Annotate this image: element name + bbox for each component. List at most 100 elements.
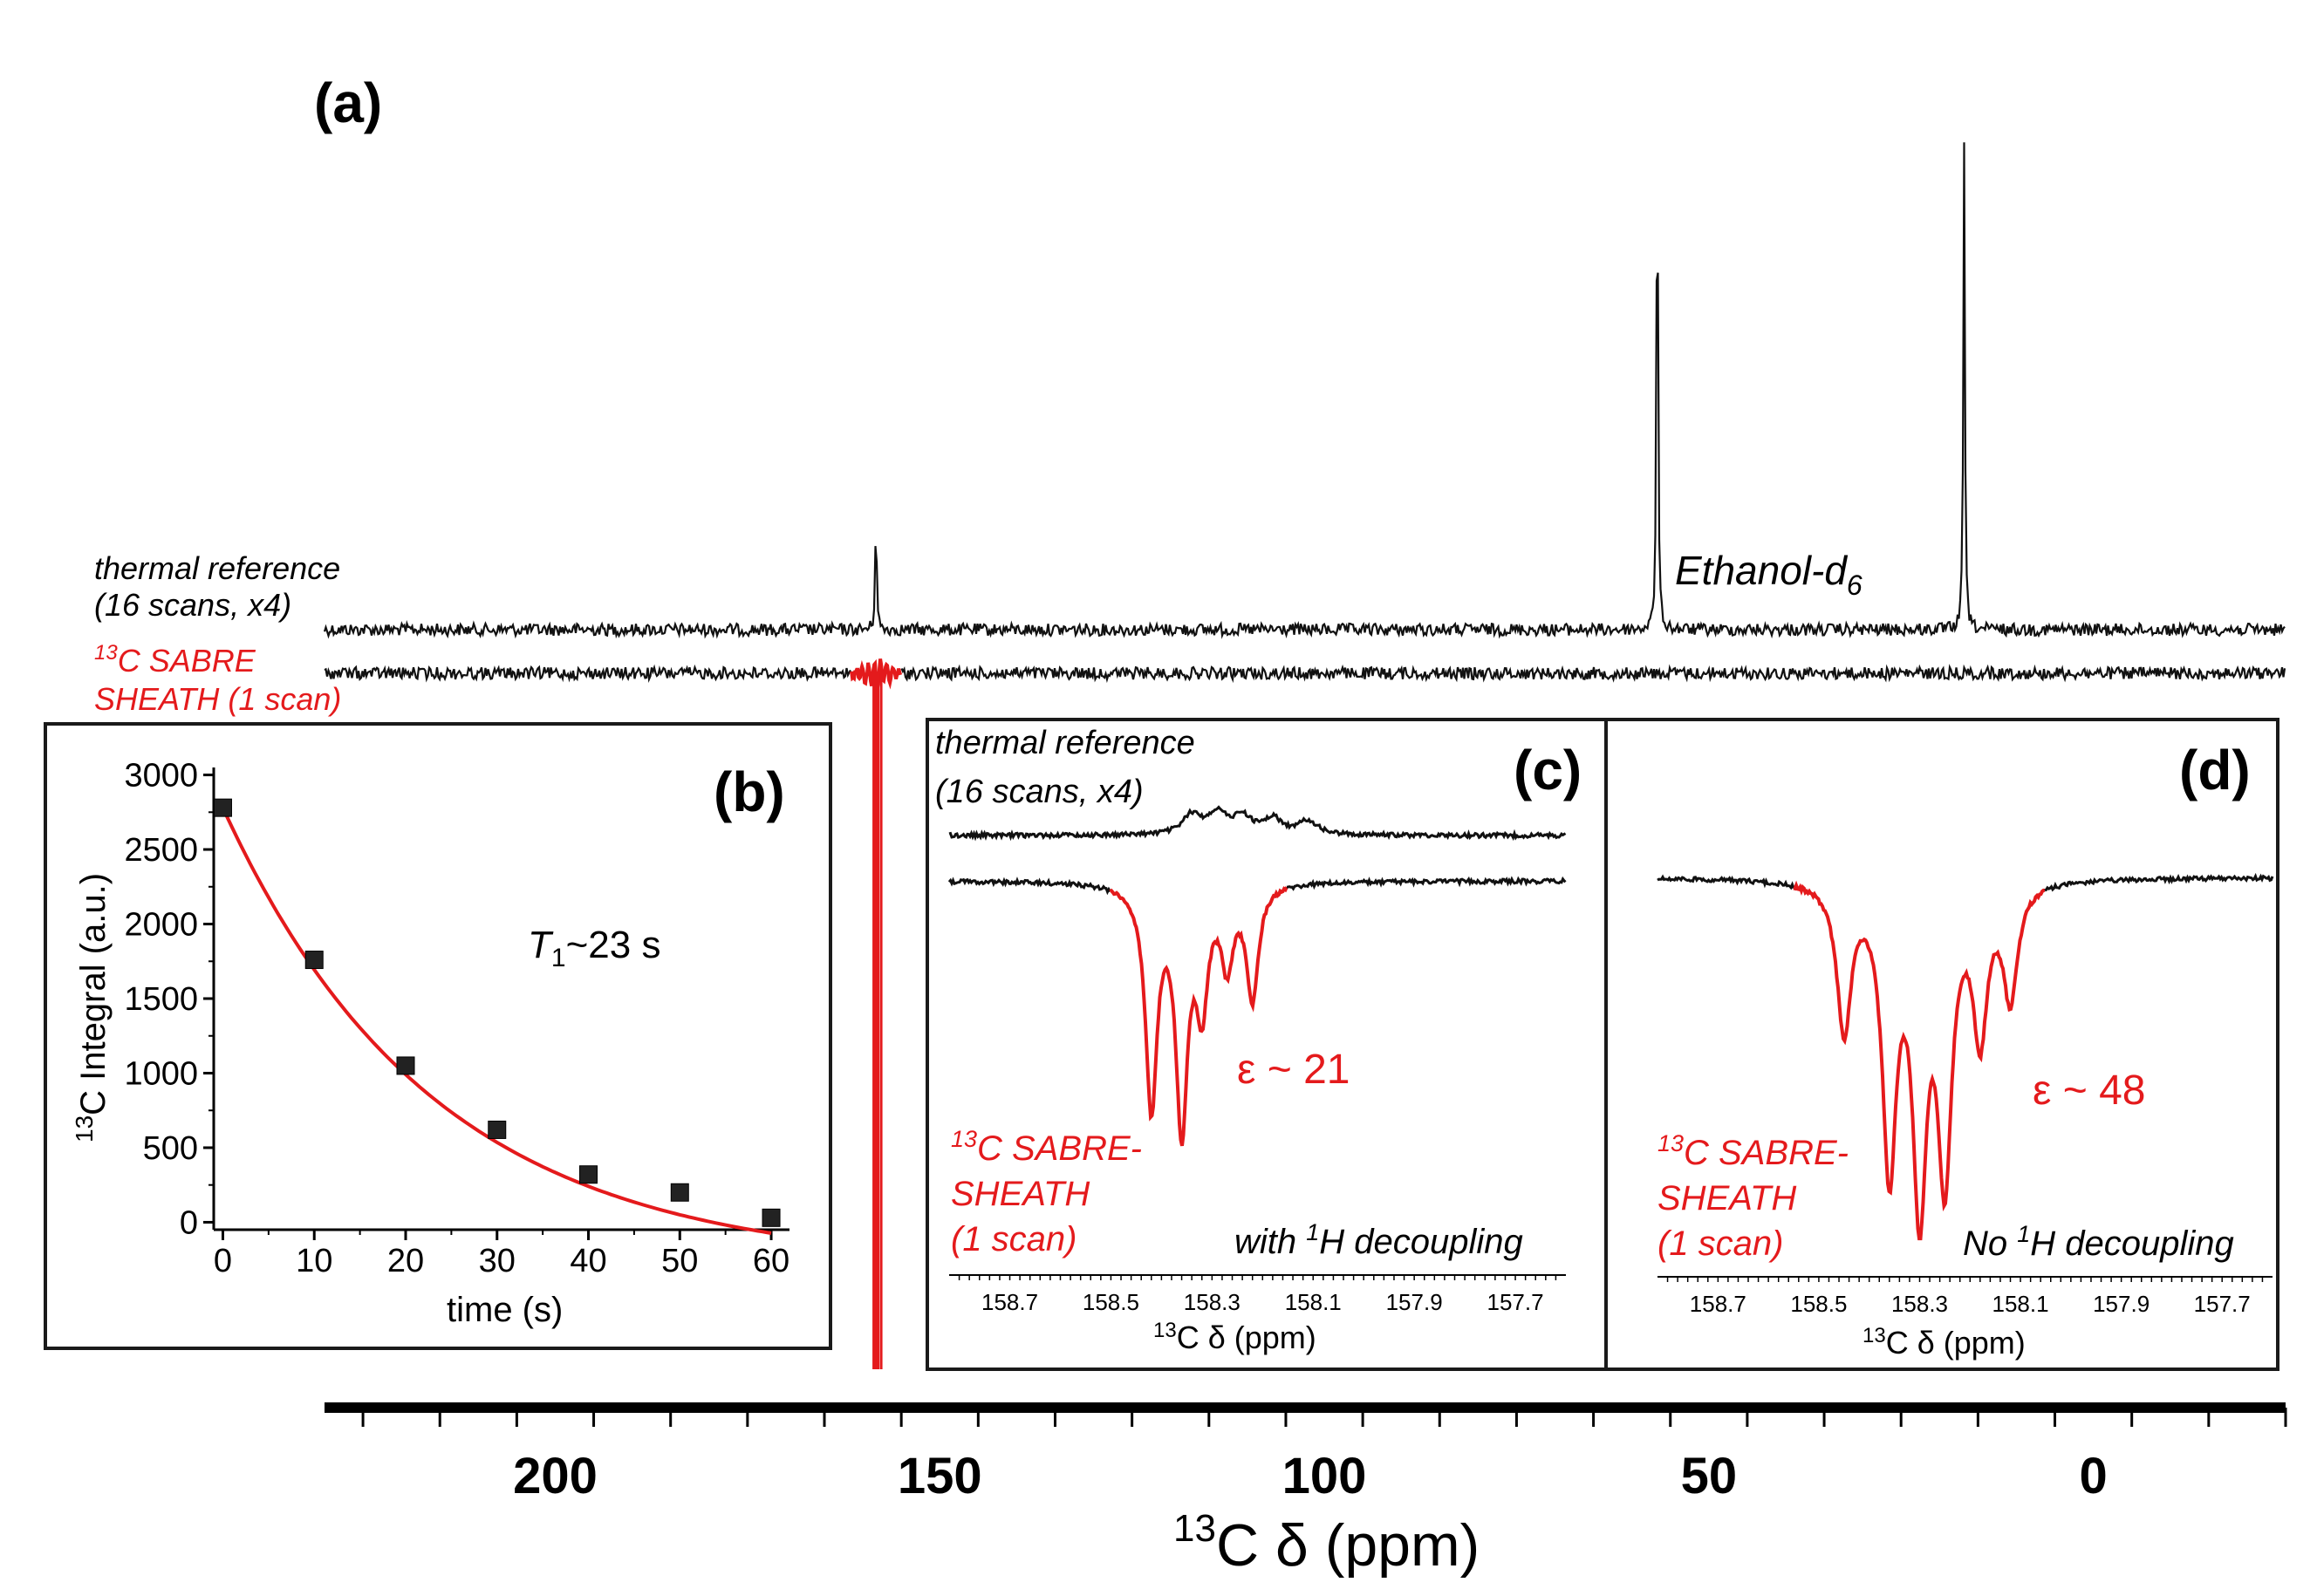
panel-c-spectra <box>947 805 1567 1147</box>
thermal-reference-trace <box>323 142 2286 639</box>
panel-d-decoupling-post: H decoupling <box>2030 1224 2234 1263</box>
panel-c-thermal-trace <box>948 805 1567 842</box>
panel-b-y-tick-label: 2000 <box>124 907 198 944</box>
main-axis-xlabel-text: C δ (ppm) <box>1216 1512 1480 1579</box>
panel-b-label: (b) <box>714 760 785 823</box>
panel-b-x-tick-label: 20 <box>387 1243 424 1279</box>
panel-b-data-point <box>213 798 232 817</box>
panel-b-data-point <box>670 1183 689 1202</box>
panel-c: (c) thermal reference (16 scans, x4) ε ~… <box>926 718 1608 1371</box>
sabre-label-text: C SABRE <box>118 643 256 679</box>
panel-b-ylabel: 13C Integral (a.u.) <box>71 873 113 1142</box>
panel-c-sabre-trace <box>947 876 1111 896</box>
panel-c-sabre-trace <box>1286 876 1567 891</box>
ethanol-label-sub: 6 <box>1847 570 1862 601</box>
panel-b-x-tick-label: 30 <box>479 1243 516 1279</box>
panel-b-data-point <box>762 1208 781 1227</box>
panel-c-decoupling-sup: 1 <box>1306 1219 1319 1245</box>
panel-b-y-tick-label: 1500 <box>124 981 198 1018</box>
panel-b-y-tick-label: 0 <box>180 1204 198 1241</box>
t1-annotation-T: T <box>528 924 554 966</box>
panel-c-label: (c) <box>1514 739 1582 801</box>
panel-d-xlabel: 13C δ (ppm) <box>1862 1324 2026 1361</box>
ethanol-label-text: Ethanol-d <box>1675 548 1848 593</box>
panel-b-y-tick-label: 500 <box>143 1130 198 1167</box>
inset-axis-tick-label: 158.1 <box>1992 1291 2049 1317</box>
panel-d-decoupling-pre: No <box>1963 1224 2017 1263</box>
panel-c-sabre-trace <box>1109 886 1288 1147</box>
main-axis-xlabel-sup: 13 <box>1173 1507 1216 1550</box>
inset-axis-tick-label: 158.7 <box>981 1289 1038 1315</box>
inset-axis-tick-label: 158.3 <box>1891 1291 1948 1317</box>
panel-b-frame <box>44 722 832 1350</box>
panel-c-enhancement: ε ~ 21 <box>1237 1047 1350 1093</box>
main-axis-tick-label: 50 <box>1681 1448 1738 1504</box>
main-axis-tick-label: 200 <box>513 1448 598 1504</box>
panel-c-sabre-text: C SABRE- <box>977 1129 1142 1168</box>
panel-b-x-tick-label: 60 <box>753 1243 789 1279</box>
sabre-label-line2: SHEATH (1 scan) <box>94 681 341 717</box>
panel-b-plot: 0 10 20 30 40 50 60 0 500 1000 1500 2000 2500 3000 <box>124 758 789 1279</box>
panel-b-y-tick-label: 2500 <box>124 832 198 869</box>
panel-d-sabre-sup: 13 <box>1657 1130 1684 1156</box>
panel-a-label: (a) <box>314 72 382 134</box>
main-axis-tick-label: 150 <box>898 1448 982 1504</box>
panel-b-data-point <box>396 1056 415 1075</box>
t1-annotation-rest: ~23 s <box>566 924 661 966</box>
panel-b-fit-curve <box>221 807 772 1235</box>
inset-axis-tick-label: 158.5 <box>1790 1291 1847 1317</box>
panel-d-label: (d) <box>2179 739 2251 801</box>
t1-annotation-sub: 1 <box>551 944 566 972</box>
panel-b-ylabel-text: C Integral (a.u.) <box>74 873 113 1115</box>
main-axis-tick-label: 0 <box>2079 1448 2107 1504</box>
panel-c-decoupling: with 1H decoupling <box>1234 1219 1523 1261</box>
panel-b-data-point <box>304 951 324 970</box>
panel-b: (b) 0 10 20 30 40 50 60 0 500 1000 1500 2000 2500 300… <box>44 722 832 1350</box>
panel-c-decoupling-pre: with <box>1234 1223 1306 1261</box>
panel-b-x-tick-label: 50 <box>661 1243 698 1279</box>
panel-b-x-tick-label: 40 <box>570 1243 606 1279</box>
thermal-label-line2: (16 scans, x4) <box>94 587 291 623</box>
panel-c-sabre-line1: 13C SABRE- <box>951 1126 1142 1168</box>
panel-c-thermal-line1: thermal reference <box>935 725 1195 761</box>
panel-d-sabre-text: C SABRE- <box>1684 1134 1849 1172</box>
panel-b-xlabel: time (s) <box>447 1291 563 1329</box>
panel-b-ylabel-sup: 13 <box>71 1115 98 1142</box>
main-axis-ticks: 200 150 100 50 0 <box>361 1408 2287 1504</box>
inset-axis-tick-label: 158.1 <box>1285 1289 1342 1315</box>
panel-d-sabre-line2: SHEATH <box>1657 1179 1796 1217</box>
panel-d-xlabel-sup: 13 <box>1862 1324 1886 1347</box>
panel-c-sabre-line2: SHEATH <box>951 1175 1090 1213</box>
panel-d-decoupling: No 1H decoupling <box>1963 1221 2234 1263</box>
panel-d-sabre-trace <box>1657 874 1795 890</box>
panel-c-axis: 158.7 158.5 158.3 158.1 157.9 157.7 <box>949 1274 1566 1315</box>
panel-d-sabre-trace <box>1793 880 2046 1241</box>
panel-d-spectra <box>1657 872 2274 1241</box>
panel-b-data-point <box>579 1165 598 1184</box>
t1-annotation: T1~23 s <box>528 924 660 972</box>
panel-d-frame <box>1604 718 2279 1371</box>
panel-c-decoupling-post: H decoupling <box>1319 1223 1523 1261</box>
inset-axis-tick-label: 158.5 <box>1083 1289 1139 1315</box>
panel-d-xlabel-text: C δ (ppm) <box>1886 1325 2026 1361</box>
panel-b-y-tick-label: 1000 <box>124 1055 198 1092</box>
sabre-label-line1: 13C SABRE <box>94 641 256 679</box>
panel-d-axis: 158.7 158.5 158.3 158.1 157.9 157.7 <box>1657 1276 2273 1317</box>
panel-b-data-point <box>488 1120 507 1139</box>
panel-a: (a) thermal reference (16 scans, x4) 13C… <box>94 72 2287 1579</box>
panel-c-xlabel: 13C δ (ppm) <box>1153 1319 1316 1355</box>
panel-b-x-tick-label: 10 <box>296 1243 332 1279</box>
inset-axis-tick-label: 157.9 <box>1386 1289 1443 1315</box>
sabre-label-sup: 13 <box>94 641 118 665</box>
main-axis-tick-label: 100 <box>1282 1448 1367 1504</box>
inset-axis-tick-label: 158.7 <box>1690 1291 1746 1317</box>
inset-axis-tick-label: 157.7 <box>1487 1289 1544 1315</box>
inset-axis-tick-label: 158.3 <box>1184 1289 1241 1315</box>
panel-b-y-tick-label: 3000 <box>124 758 198 795</box>
thermal-label-line1: thermal reference <box>94 550 340 586</box>
panel-d-sabre-line1: 13C SABRE- <box>1657 1130 1849 1172</box>
panel-c-xlabel-text: C δ (ppm) <box>1177 1320 1316 1355</box>
ethanol-label: Ethanol-d6 <box>1675 548 1862 601</box>
panel-d-decoupling-sup: 1 <box>2017 1221 2030 1247</box>
